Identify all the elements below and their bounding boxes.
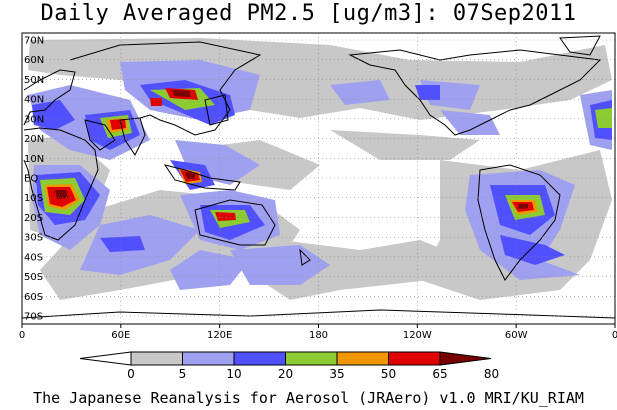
colorbar-label: 10 [226,367,241,381]
lat-label: 30N [24,114,44,125]
coastlines [21,35,616,319]
colorbar: 0 5 10 20 35 50 65 80 [79,351,499,381]
colorbar-box [233,351,286,366]
pm25-field-over-80 [55,90,528,209]
lat-label: 20N [24,134,44,145]
colorbar-label: 65 [432,367,447,381]
colorbar-low-tip [79,351,132,366]
colorbar-high-tip [439,351,492,366]
colorbar-box [130,351,183,366]
colorbar-label: 35 [329,367,344,381]
lat-label: 40N [24,95,44,106]
lon-label: 180 [309,330,328,341]
longitude-labels: 0 60E 120E 180 120W 60W 0 [19,324,617,341]
lon-label: 0 [19,330,25,341]
lon-label: 120E [207,330,232,341]
lat-label: EQ [24,174,38,185]
footer-credit: The Japanese Reanalysis for Aerosol (JRA… [33,389,584,407]
lon-label: 120W [403,330,432,341]
lat-label: 70N [24,36,44,47]
colorbar-box [182,351,235,366]
colorbar-label: 20 [278,367,293,381]
lat-label: 60N [24,55,44,66]
lon-label: 0 [612,330,617,341]
colorbar-label: 80 [484,367,499,381]
lat-label: 50N [24,75,44,86]
lat-label: 30S [24,233,43,244]
colorbar-label: 0 [127,367,135,381]
graticule [22,33,615,324]
lat-label: 50S [24,272,43,283]
colorbar-box [285,351,338,366]
lon-label: 60W [505,330,528,341]
colorbar-box [388,351,441,366]
lat-label: 20S [24,213,43,224]
map-title: Daily Averaged PM2.5 [ug/m3]: 07Sep2011 [40,1,577,26]
colorbar-label: 50 [381,367,396,381]
colorbar-box [336,351,389,366]
lat-label: 40S [24,252,43,263]
lat-label: 10N [24,154,44,165]
lat-label: 70S [24,312,43,323]
colorbar-label: 5 [179,367,187,381]
lat-label: 60S [24,292,43,303]
lon-label: 60E [111,330,130,341]
lat-label: 10S [24,193,43,204]
latitude-labels: 70N 60N 50N 40N 30N 20N 10N EQ 10S 20S 30S 40S 50S 60… [24,36,44,323]
